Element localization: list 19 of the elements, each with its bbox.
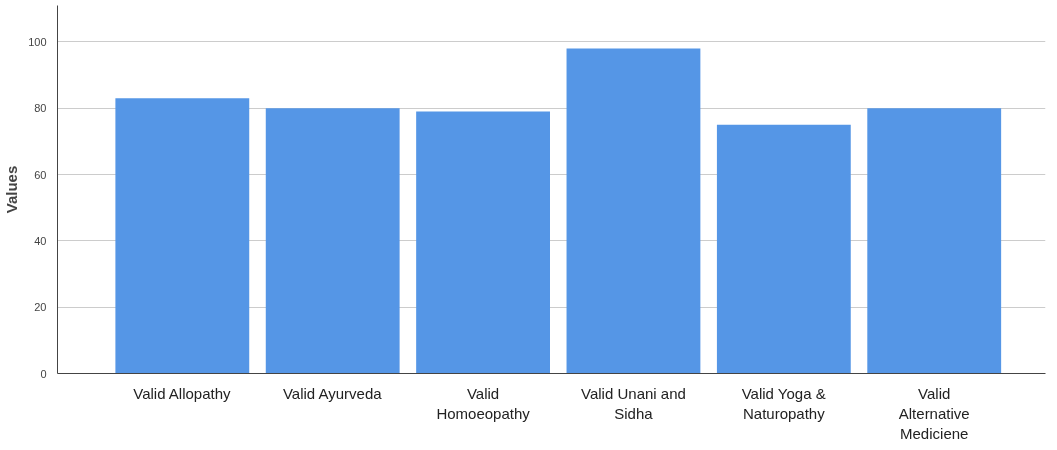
x-tick-label: Valid Alternative Mediciene <box>898 384 970 443</box>
y-tick-label: 0 <box>40 367 47 380</box>
y-tick-label: 80 <box>34 102 47 115</box>
x-tick-label: Valid Yoga & Naturopathy <box>741 384 826 422</box>
x-tick-label: Valid Ayurveda <box>282 384 383 402</box>
y-axis-title: Values <box>3 165 21 214</box>
bar <box>867 108 1002 374</box>
x-tick-label: Valid Unani and Sidha <box>581 384 686 422</box>
x-tick-label: Valid Homoeopathy <box>436 384 531 422</box>
bar <box>566 48 701 374</box>
x-tick-label: Valid Allopathy <box>133 384 232 402</box>
bar <box>416 111 550 374</box>
y-tick-label: 100 <box>28 35 47 48</box>
y-tick-label: 20 <box>34 301 47 314</box>
bar <box>265 108 400 374</box>
y-tick-label: 40 <box>34 234 47 247</box>
bar <box>115 98 250 374</box>
bar <box>716 124 851 374</box>
y-tick-label: 60 <box>34 168 47 181</box>
